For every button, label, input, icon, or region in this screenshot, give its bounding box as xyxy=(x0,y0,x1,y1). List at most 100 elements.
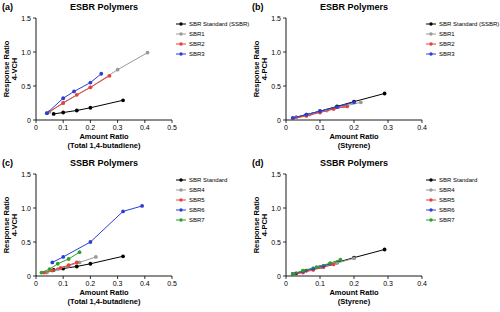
data-point xyxy=(61,96,65,100)
y-axis-label: 4-PCH xyxy=(260,58,269,81)
data-point xyxy=(146,51,150,55)
y-tick xyxy=(283,18,286,19)
panel: (b)ESBR Polymers00.10.20.30.400.51.01.5A… xyxy=(252,2,499,150)
x-tick xyxy=(388,120,389,123)
legend-marker xyxy=(429,178,432,181)
legend-label: SBR3 xyxy=(189,51,205,57)
y-tick-label: 1.0 xyxy=(271,49,281,56)
data-point xyxy=(75,93,79,97)
y-tick-label: 0.5 xyxy=(271,83,281,90)
x-axis-label: (Total 1,4-butadiene) xyxy=(68,297,141,306)
legend-marker xyxy=(179,198,182,201)
panel: (a)ESBR Polymers00.10.20.30.40.500.51.01… xyxy=(2,2,249,150)
data-point xyxy=(89,262,93,266)
x-tick xyxy=(36,276,37,279)
x-tick-label: 0.1 xyxy=(58,124,68,131)
data-point xyxy=(328,262,332,266)
x-tick xyxy=(422,276,423,279)
y-axis-label: 4-VCH xyxy=(10,214,19,237)
y-tick-label: 1.0 xyxy=(21,49,31,56)
data-point xyxy=(89,85,93,89)
x-tick-label: 0 xyxy=(34,280,38,287)
series-line xyxy=(47,76,110,113)
x-tick-label: 0.2 xyxy=(349,280,359,287)
data-point xyxy=(305,113,309,117)
chart-title: SSBR Polymers xyxy=(70,158,138,168)
y-tick-label: 0 xyxy=(27,117,31,124)
legend-label: SBR4 xyxy=(439,187,455,193)
y-tick-label: 1.5 xyxy=(21,171,31,178)
data-point xyxy=(40,271,44,275)
data-point xyxy=(89,81,93,85)
x-tick xyxy=(320,120,321,123)
x-axis xyxy=(36,276,172,277)
x-tick-label: 0.4 xyxy=(140,280,150,287)
legend-marker xyxy=(429,32,432,35)
data-point xyxy=(59,266,63,270)
x-tick-label: 0.3 xyxy=(383,280,393,287)
x-axis-label: (Total 1,4-butadiene) xyxy=(68,141,141,150)
data-point xyxy=(52,112,56,116)
x-tick xyxy=(90,276,91,279)
legend-marker xyxy=(429,198,432,201)
y-tick-label: 0 xyxy=(277,117,281,124)
data-point xyxy=(121,254,125,258)
legend: SBR Standard (SSBR)SBR1SBR2SBR3 xyxy=(426,21,499,57)
data-point xyxy=(315,265,319,269)
data-point xyxy=(352,100,356,104)
data-point xyxy=(99,72,103,76)
legend-marker xyxy=(429,188,432,191)
x-axis xyxy=(36,120,172,121)
y-tick xyxy=(33,242,36,243)
data-point xyxy=(56,262,60,266)
y-tick xyxy=(33,208,36,209)
x-tick xyxy=(172,120,173,123)
data-point xyxy=(50,261,54,265)
y-axis xyxy=(286,18,287,120)
x-tick xyxy=(36,120,37,123)
data-point xyxy=(89,85,93,89)
data-point xyxy=(45,111,49,115)
legend-label: SBR Standard (SSBR) xyxy=(439,21,499,27)
x-tick-label: 0.2 xyxy=(86,124,96,131)
data-point xyxy=(328,261,332,265)
x-tick-label: 0.3 xyxy=(113,280,123,287)
y-tick-label: 0 xyxy=(277,273,281,280)
x-tick-label: 0 xyxy=(284,280,288,287)
legend-marker xyxy=(179,42,182,45)
data-point xyxy=(94,255,98,259)
data-point xyxy=(75,109,79,113)
y-tick-label: 0.5 xyxy=(21,83,31,90)
y-tick-label: 1.5 xyxy=(271,171,281,178)
panel-label: (a) xyxy=(2,2,13,12)
data-point xyxy=(383,92,387,96)
data-point xyxy=(332,263,336,267)
data-point xyxy=(301,269,305,273)
y-tick xyxy=(283,120,286,121)
data-point xyxy=(89,106,93,110)
y-tick xyxy=(283,86,286,87)
x-tick-label: 0.1 xyxy=(315,124,325,131)
legend-label: SBR4 xyxy=(189,187,205,193)
legend-marker xyxy=(429,208,432,211)
x-tick xyxy=(63,120,64,123)
data-point xyxy=(78,250,82,254)
data-point xyxy=(67,257,71,261)
x-tick xyxy=(422,120,423,123)
chart-title: ESBR Polymers xyxy=(70,2,138,12)
x-tick xyxy=(354,120,355,123)
x-axis-label: Amount Ratio xyxy=(329,132,379,141)
x-axis-label: (Styrene) xyxy=(338,141,371,150)
x-axis-label: Amount Ratio xyxy=(79,288,129,297)
legend-label: SBR5 xyxy=(189,197,205,203)
x-tick-label: 0.4 xyxy=(417,280,427,287)
x-tick-label: 0.4 xyxy=(140,124,150,131)
data-point xyxy=(89,240,93,244)
data-point xyxy=(75,265,79,269)
legend-marker xyxy=(429,218,432,221)
x-tick xyxy=(286,276,287,279)
y-tick xyxy=(33,276,36,277)
legend-label: SBR2 xyxy=(189,41,205,47)
y-tick xyxy=(33,52,36,53)
panel: (d)SSBR Polymers00.10.20.30.400.51.01.5A… xyxy=(252,158,477,306)
